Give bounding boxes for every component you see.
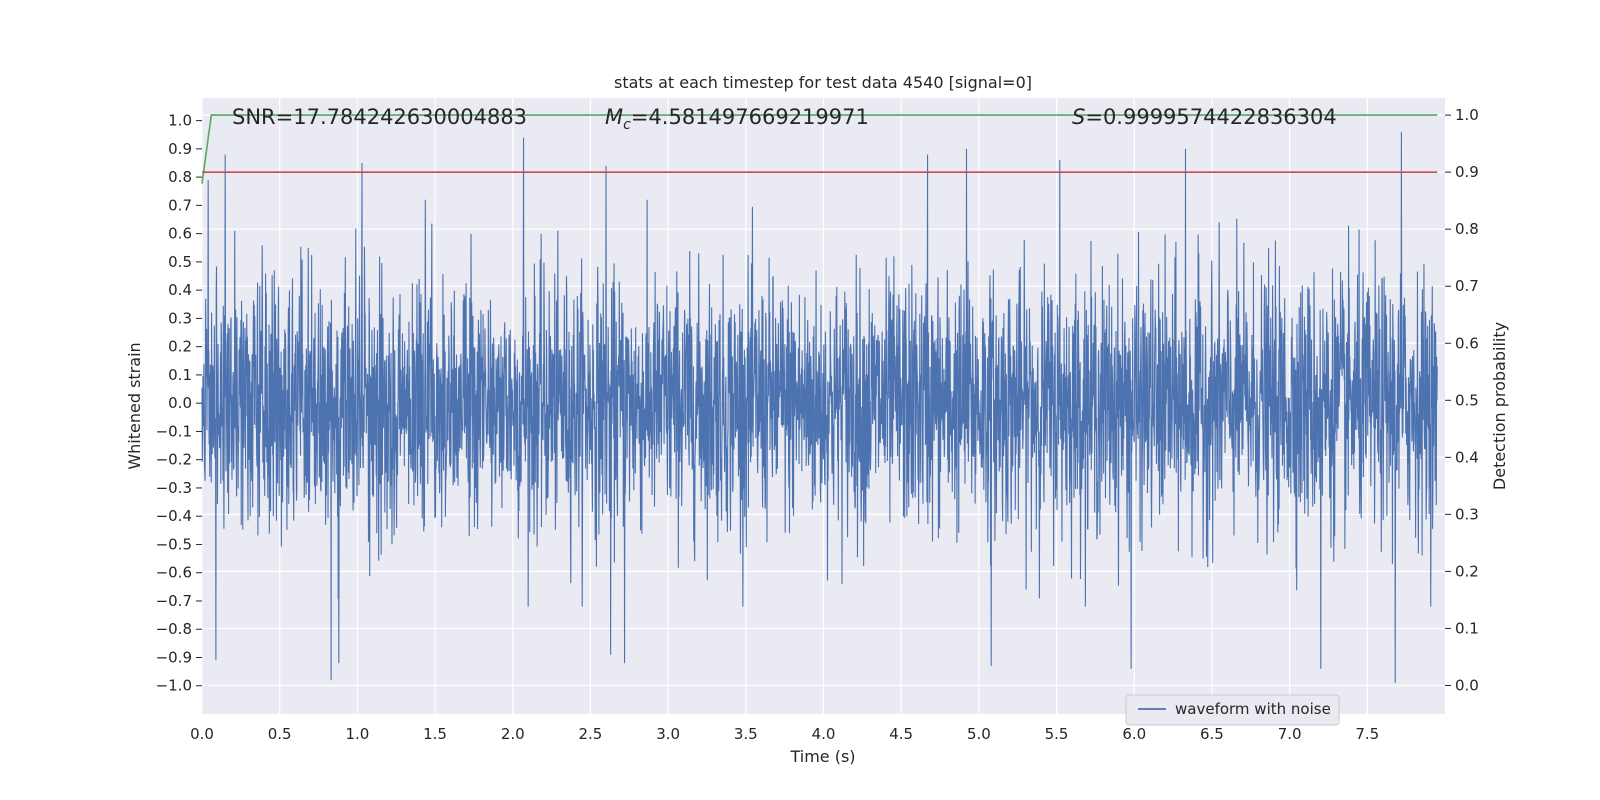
- y-right-tick-label: 0.3: [1455, 505, 1479, 523]
- y-right-tick-label: 0.5: [1455, 391, 1479, 409]
- x-tick-label: 1.5: [423, 725, 447, 743]
- y-left-tick-label: −0.5: [156, 535, 192, 553]
- y-left-tick-label: −0.3: [156, 479, 192, 497]
- x-tick-label: 6.5: [1200, 725, 1224, 743]
- y-left-tick-label: −0.7: [156, 592, 192, 610]
- y-left-tick-label: −1.0: [156, 677, 192, 695]
- y-left-tick-label: −0.4: [156, 507, 192, 525]
- y-right-tick-label: 0.9: [1455, 163, 1479, 181]
- x-tick-label: 6.0: [1122, 725, 1146, 743]
- y-right-tick-label: 0.1: [1455, 619, 1479, 637]
- y-left-tick-label: 0.2: [168, 338, 192, 356]
- y-left-tick-label: −0.2: [156, 451, 192, 469]
- y-left-tick-label: 0.8: [168, 168, 192, 186]
- y-left-tick-label: 0.0: [168, 394, 192, 412]
- s-value: =0.9999574422836304: [1085, 105, 1336, 129]
- x-axis-ticks: 0.0 0.5 1.0 1.5 2.0 2.5 3.0 3.5 4.0 4.5 5.0 5.5 6.0 6…: [190, 725, 1379, 743]
- x-axis-label: Time (s): [789, 747, 855, 766]
- y-left-tick-label: −0.8: [156, 620, 192, 638]
- series-layer: [201, 114, 1438, 683]
- x-tick-label: 0.5: [268, 725, 292, 743]
- x-tick-label: 5.0: [967, 725, 991, 743]
- legend: waveform with noise: [1125, 694, 1340, 726]
- y-left-axis-ticks: 1.0 0.9 0.8 0.7 0.6 0.5 0.4 0.3 0.2 0.1 0.0 −0.1 −0.…: [156, 112, 202, 695]
- chart-title: stats at each timestep for test data 454…: [614, 73, 1032, 92]
- series-detection-probability: [201, 114, 1438, 184]
- x-tick-label: 7.5: [1355, 725, 1379, 743]
- y-left-tick-label: −0.9: [156, 648, 192, 666]
- y-left-tick-label: 0.3: [168, 309, 192, 327]
- y-right-tick-label: 0.7: [1455, 277, 1479, 295]
- x-tick-label: 5.5: [1045, 725, 1069, 743]
- x-tick-label: 1.0: [345, 725, 369, 743]
- x-tick-label: 2.5: [579, 725, 603, 743]
- y-right-axis-label: Detection probability: [1490, 322, 1509, 490]
- x-tick-label: 3.0: [656, 725, 680, 743]
- s-annotation: S=0.9999574422836304: [1072, 105, 1337, 129]
- y-right-tick-label: 1.0: [1455, 106, 1479, 124]
- y-left-tick-label: 0.6: [168, 225, 192, 243]
- x-tick-label: 7.0: [1278, 725, 1302, 743]
- x-tick-label: 0.0: [190, 725, 214, 743]
- y-left-tick-label: 0.1: [168, 366, 192, 384]
- y-left-axis-label: Whitened strain: [125, 342, 144, 469]
- legend-label-waveform: waveform with noise: [1175, 700, 1331, 718]
- y-left-tick-label: −0.1: [156, 422, 192, 440]
- y-right-tick-label: 0.8: [1455, 220, 1479, 238]
- x-tick-label: 4.0: [812, 725, 836, 743]
- y-right-tick-label: 0.6: [1455, 334, 1479, 352]
- legend-box: [1125, 694, 1340, 726]
- s-symbol: S: [1072, 105, 1085, 129]
- mc-annotation: Mc=4.581497669219971: [605, 105, 869, 133]
- y-right-axis-ticks: 1.0 0.9 0.8 0.7 0.6 0.5 0.4 0.3 0.2 0.1 0.0: [1445, 106, 1479, 694]
- mc-value: =4.581497669219971: [631, 105, 869, 129]
- mc-subscript: c: [623, 117, 631, 133]
- y-right-tick-label: 0.4: [1455, 448, 1479, 466]
- x-tick-label: 4.5: [889, 725, 913, 743]
- x-tick-label: 2.0: [501, 725, 525, 743]
- y-right-tick-label: 0.2: [1455, 562, 1479, 580]
- y-left-tick-label: 0.7: [168, 196, 192, 214]
- y-right-tick-label: 0.0: [1455, 676, 1479, 694]
- y-left-tick-label: 0.9: [168, 140, 192, 158]
- y-left-tick-label: 0.5: [168, 253, 192, 271]
- mc-symbol: M: [605, 105, 623, 129]
- y-left-tick-label: 1.0: [168, 112, 192, 130]
- x-tick-label: 3.5: [734, 725, 758, 743]
- snr-annotation: SNR=17.784242630004883: [232, 105, 527, 129]
- series-waveform-with-noise: [201, 131, 1438, 683]
- y-left-tick-label: −0.6: [156, 564, 192, 582]
- y-left-tick-label: 0.4: [168, 281, 192, 299]
